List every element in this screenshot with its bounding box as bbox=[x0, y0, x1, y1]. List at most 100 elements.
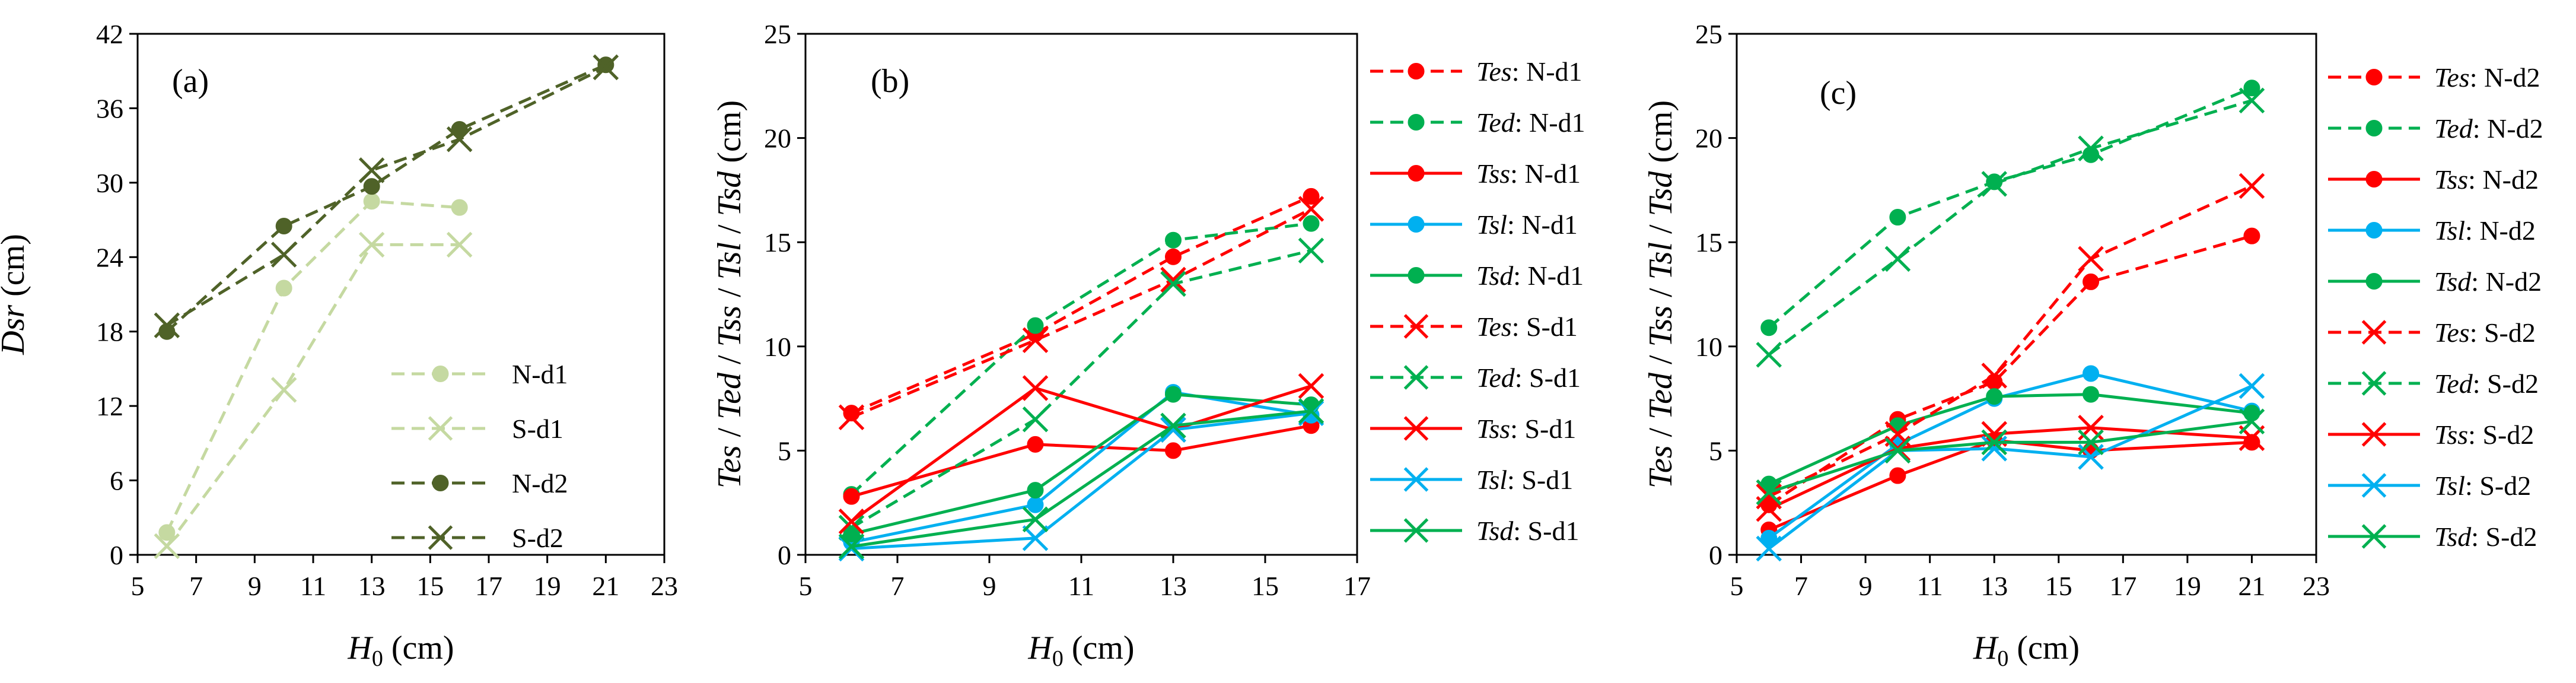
y-tick-label: 0 bbox=[1709, 540, 1722, 570]
x-tick-label: 19 bbox=[2174, 571, 2201, 601]
x-tick-label: 23 bbox=[651, 571, 678, 601]
legend-swatch-marker bbox=[1408, 63, 1425, 80]
legend-swatch-marker bbox=[2361, 320, 2387, 345]
data-point bbox=[358, 231, 385, 258]
legend-label: Ted: N-d2 bbox=[2434, 113, 2543, 144]
y-axis-title: Tes / Ted / Tss / Tsl / Tsd (cm) bbox=[711, 100, 748, 488]
series-line bbox=[1768, 234, 2253, 506]
legend-label: Ted: N-d1 bbox=[1476, 107, 1585, 138]
x-tick-label: 11 bbox=[300, 571, 326, 601]
series-line bbox=[851, 195, 1312, 415]
data-point bbox=[838, 509, 865, 535]
y-tick-label: 25 bbox=[1695, 19, 1722, 49]
x-tick-label: 21 bbox=[2238, 571, 2265, 601]
series-line bbox=[1768, 99, 2253, 356]
data-point bbox=[593, 54, 619, 81]
data-point bbox=[1298, 398, 1324, 424]
series-1 bbox=[158, 193, 468, 541]
legend-label: N-d1 bbox=[512, 359, 568, 389]
x-tick-label: 19 bbox=[534, 571, 561, 601]
series-line bbox=[851, 385, 1312, 523]
x-tick-label: 23 bbox=[2303, 571, 2330, 601]
y-tick-label: 25 bbox=[764, 19, 791, 49]
legend: Tes: N-d1 Ted: N-d1 Tss: N-d1 Tsl: N-d1 Tsd:… bbox=[1370, 56, 1585, 546]
data-point bbox=[843, 488, 860, 505]
data-point bbox=[446, 231, 473, 258]
chart-panel-1: 5 7 9 11 13 15 17 19 21 23 0 6 12 18 24 30 36 42 H0 (cm) Ds… bbox=[0, 19, 678, 671]
data-point bbox=[2078, 135, 2104, 161]
data-point bbox=[451, 120, 468, 138]
data-point bbox=[1298, 196, 1324, 222]
x-tick-label: 13 bbox=[358, 571, 386, 601]
data-point bbox=[154, 533, 180, 560]
series-1 bbox=[843, 188, 1320, 422]
legend-label: Tss: N-d2 bbox=[2434, 164, 2539, 195]
data-point bbox=[270, 242, 297, 268]
legend-swatch-marker bbox=[1408, 267, 1425, 284]
legend-swatch-marker bbox=[2361, 524, 2387, 549]
legend-swatch-marker bbox=[2361, 371, 2387, 396]
series-6 bbox=[1756, 173, 2265, 510]
data-point bbox=[1022, 506, 1049, 533]
legend-swatch-marker bbox=[428, 416, 453, 441]
series-10 bbox=[1756, 408, 2265, 506]
data-point bbox=[1027, 482, 1044, 499]
data-point bbox=[2239, 87, 2265, 114]
x-tick-label: 11 bbox=[1917, 571, 1943, 601]
legend-swatch-marker bbox=[432, 475, 449, 491]
legend: Tes: N-d2 Ted: N-d2 Tss: N-d2 Tsl: N-d2 Tsd:… bbox=[2328, 62, 2543, 552]
series-line bbox=[165, 63, 607, 333]
data-point bbox=[275, 279, 292, 297]
legend-label: Ted: S-d1 bbox=[1476, 363, 1581, 393]
data-point bbox=[1981, 363, 2007, 389]
y-tick-label: 42 bbox=[96, 19, 123, 49]
legend-swatch-marker bbox=[2365, 120, 2383, 136]
data-point bbox=[1303, 188, 1320, 205]
data-point bbox=[1160, 271, 1186, 297]
legend-label: Tsl: S-d1 bbox=[1476, 465, 1573, 495]
data-point bbox=[1981, 171, 2007, 197]
series-7 bbox=[1756, 87, 2265, 368]
data-point bbox=[1160, 417, 1186, 443]
data-point bbox=[1165, 231, 1182, 249]
y-tick-label: 10 bbox=[764, 332, 791, 362]
legend-label: Tsd: S-d1 bbox=[1476, 516, 1579, 546]
data-point bbox=[2083, 273, 2100, 290]
y-tick-label: 15 bbox=[1695, 227, 1722, 258]
data-point bbox=[363, 193, 380, 210]
x-axis-title: H0 (cm) bbox=[1027, 630, 1134, 671]
data-point bbox=[1756, 479, 1782, 506]
legend-label: Tes: S-d2 bbox=[2434, 317, 2536, 348]
legend-swatch-marker bbox=[2361, 473, 2387, 498]
data-point bbox=[1022, 406, 1049, 433]
series-3 bbox=[158, 56, 614, 340]
data-point bbox=[838, 514, 865, 541]
data-point bbox=[2083, 386, 2100, 403]
x-tick-label: 21 bbox=[592, 571, 619, 601]
series-2 bbox=[1760, 80, 2260, 336]
series-4 bbox=[154, 54, 619, 339]
series-line bbox=[851, 207, 1312, 419]
y-tick-label: 18 bbox=[96, 317, 123, 347]
data-point bbox=[2239, 173, 2265, 199]
series-4 bbox=[1760, 365, 2260, 547]
series-line bbox=[1768, 393, 2252, 485]
panel-label: (b) bbox=[871, 63, 909, 100]
y-tick-label: 20 bbox=[1695, 123, 1722, 154]
panel-label: (a) bbox=[172, 63, 209, 100]
x-tick-label: 17 bbox=[2109, 571, 2136, 601]
y-tick-label: 0 bbox=[110, 540, 123, 570]
x-tick-label: 11 bbox=[1068, 571, 1094, 601]
data-point bbox=[2243, 80, 2260, 97]
data-point bbox=[154, 312, 180, 339]
legend: N-d1 S-d1 N-d2 S-d2 bbox=[391, 359, 568, 553]
plot-frame bbox=[1736, 33, 2317, 556]
x-tick-label: 7 bbox=[1794, 571, 1808, 601]
legend-label: Tsl: N-d2 bbox=[2434, 215, 2536, 246]
legend-label: Tsd: S-d2 bbox=[2434, 522, 2537, 552]
x-tick-label: 17 bbox=[475, 571, 502, 601]
data-point bbox=[270, 377, 297, 403]
y-tick-label: 30 bbox=[96, 168, 123, 198]
